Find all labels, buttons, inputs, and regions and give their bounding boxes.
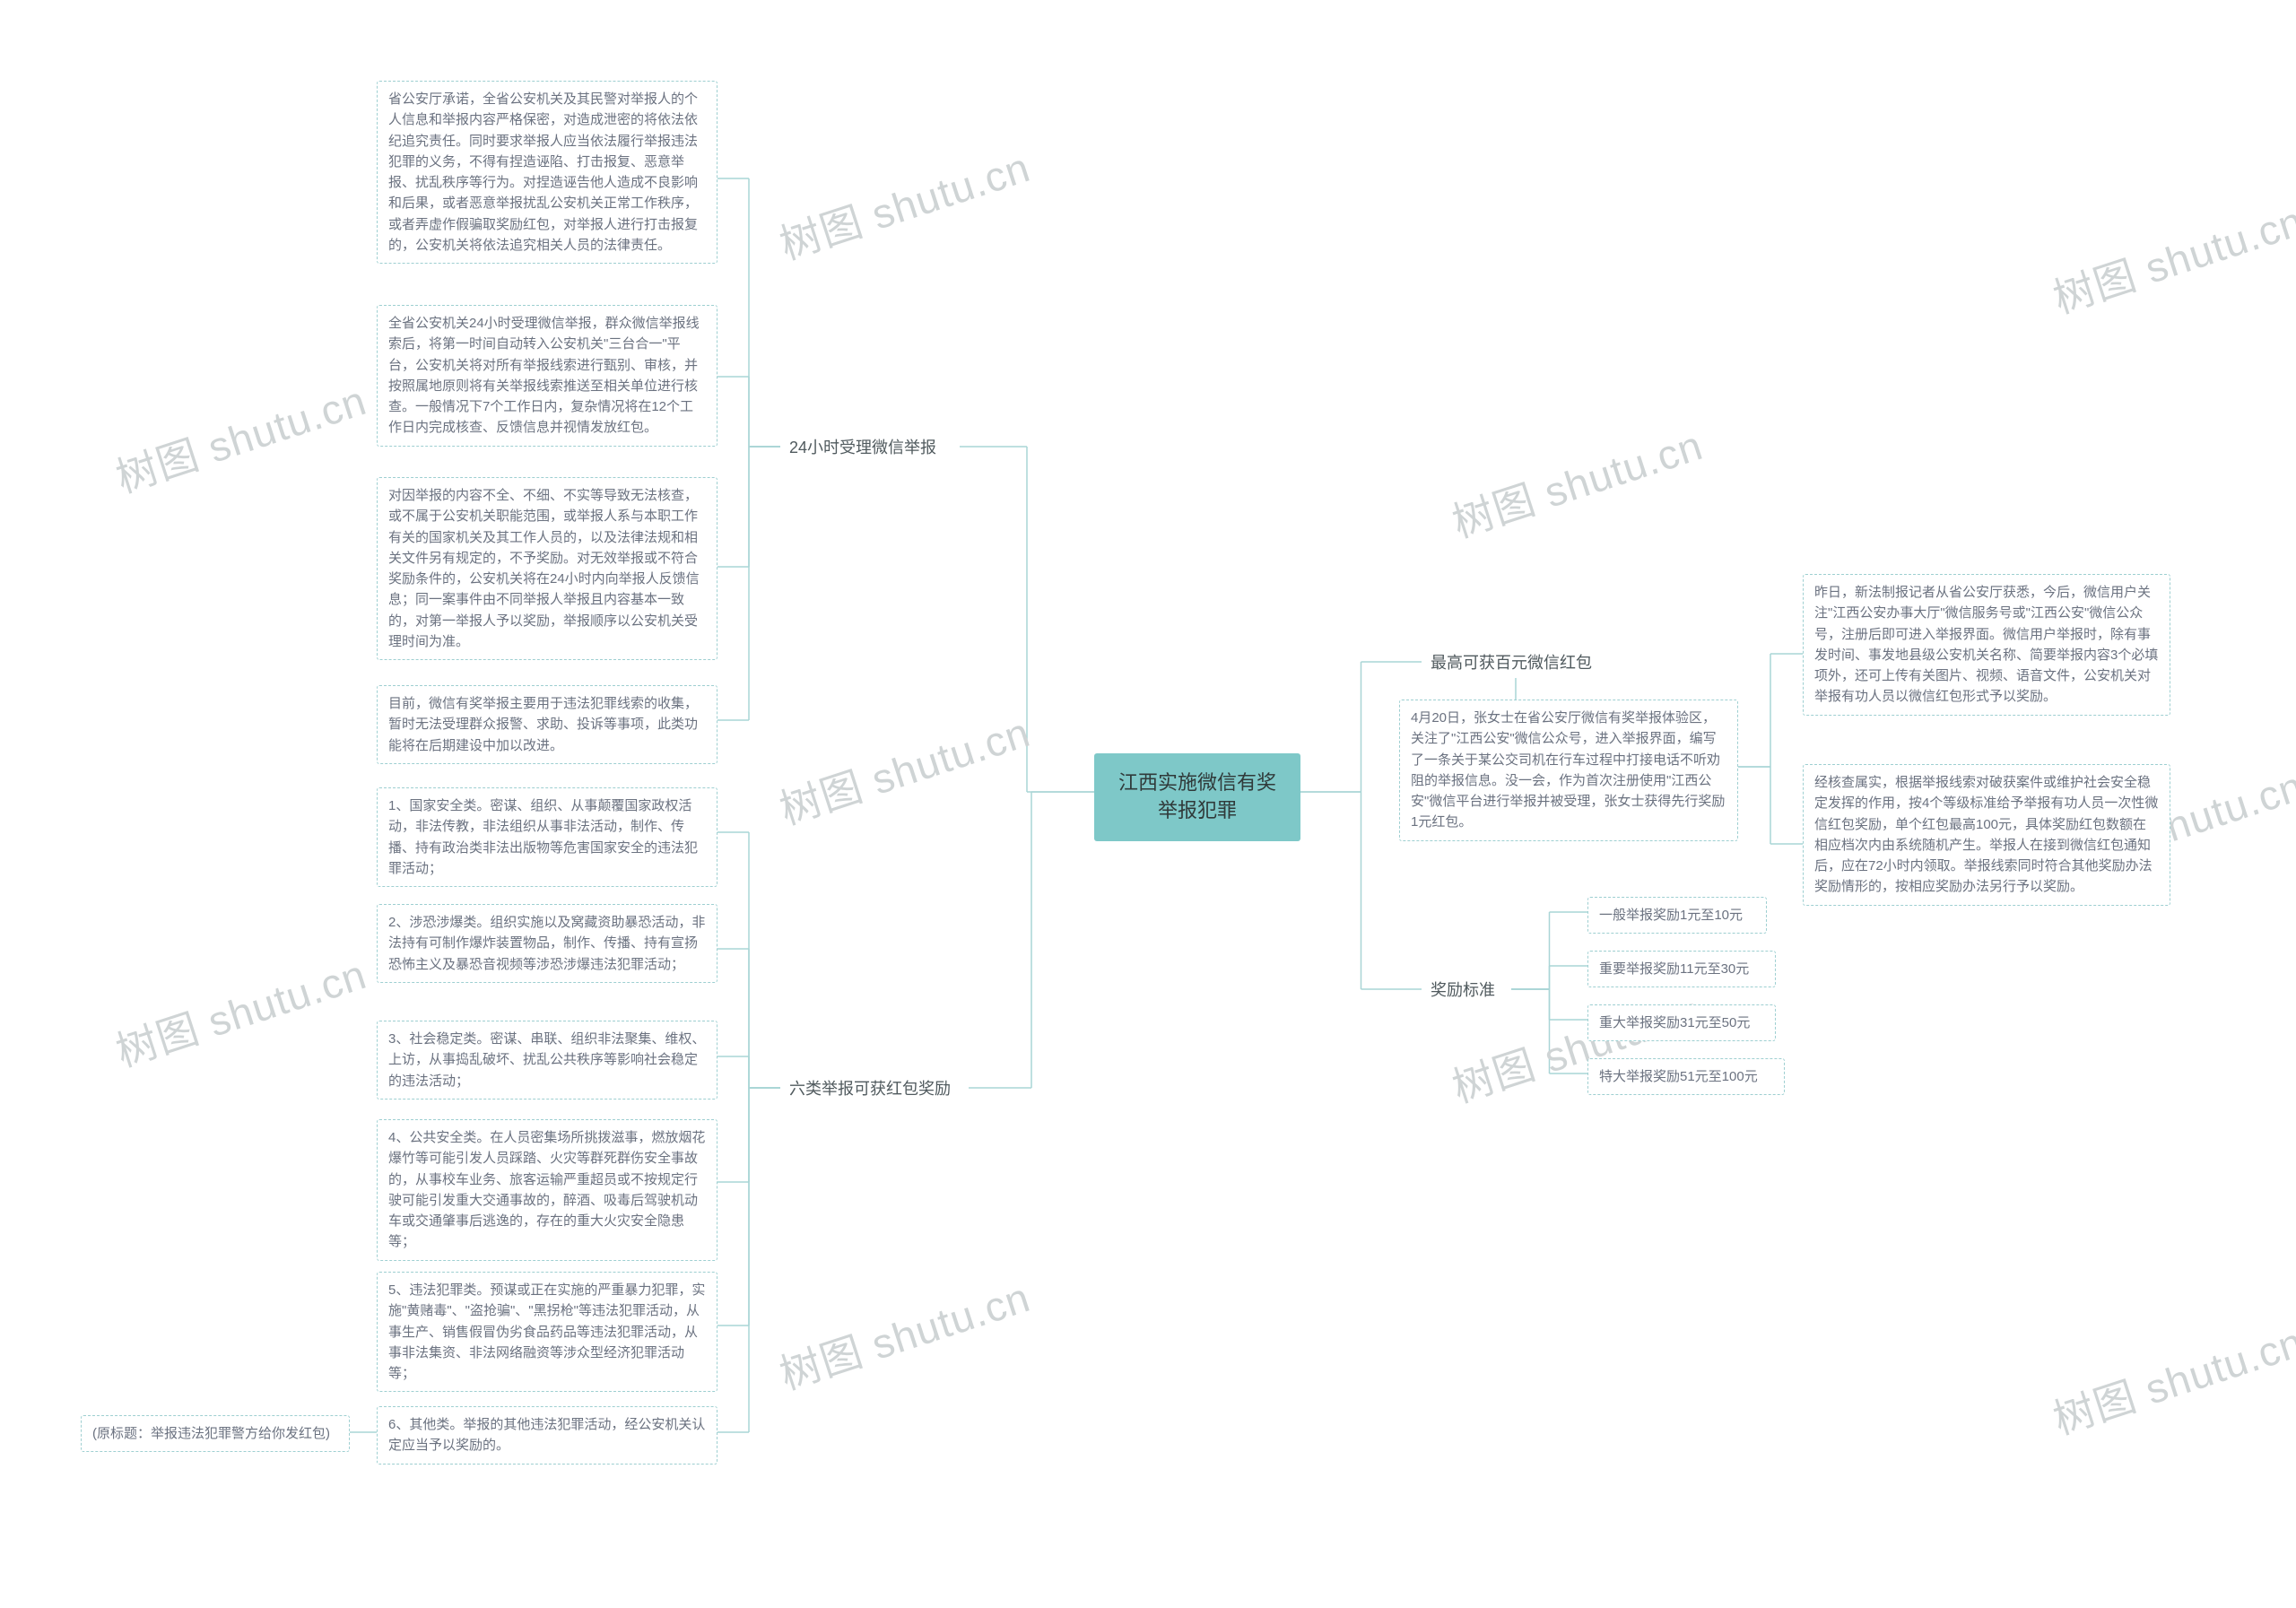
leaf-left-0-1: 全省公安机关24小时受理微信举报，群众微信举报线索后，将第一时间自动转入公安机关… (377, 305, 718, 447)
watermark: 树图 shutu.cn (771, 135, 1037, 271)
leaf-left-0-3: 目前，微信有奖举报主要用于违法犯罪线索的收集，暂时无法受理群众报警、求助、投诉等… (377, 685, 718, 764)
watermark: 树图 shutu.cn (771, 700, 1037, 836)
branch-left-0: 24小时受理微信举报 (780, 430, 960, 466)
watermark: 树图 shutu.cn (2045, 1309, 2296, 1446)
branch-left-1: 六类举报可获红包奖励 (780, 1072, 969, 1108)
watermark: 树图 shutu.cn (771, 1265, 1037, 1401)
center-node: 江西实施微信有奖举报犯罪 (1094, 753, 1300, 841)
branch-right-0: 最高可获百元微信红包 (1422, 646, 1610, 682)
leaf-right-0-0: 昨日，新法制报记者从省公安厅获悉，今后，微信用户关注"江西公安办事大厅"微信服务… (1803, 574, 2170, 716)
watermark: 树图 shutu.cn (2045, 188, 2296, 325)
leaf-right-1-2: 重大举报奖励31元至50元 (1587, 1004, 1776, 1041)
leaf-left-1-1: 2、涉恐涉爆类。组织实施以及窝藏资助暴恐活动，非法持有可制作爆炸装置物品，制作、… (377, 904, 718, 983)
leaf-left-0-0: 省公安厅承诺，全省公安机关及其民警对举报人的个人信息和举报内容严格保密，对造成泄… (377, 81, 718, 264)
branch-right-0-intro: 4月20日，张女士在省公安厅微信有奖举报体验区，关注了"江西公安"微信公众号，进… (1399, 700, 1738, 841)
leaf-right-1-0: 一般举报奖励1元至10元 (1587, 897, 1767, 934)
branch-right-1: 奖励标准 (1422, 973, 1511, 1009)
leaf-left-1-2: 3、社会稳定类。密谋、串联、组织非法聚集、维权、上访，从事捣乱破坏、扰乱公共秩序… (377, 1021, 718, 1100)
leaf-right-1-1: 重要举报奖励11元至30元 (1587, 951, 1776, 987)
leaf-left-1-3: 4、公共安全类。在人员密集场所挑拨滋事，燃放烟花爆竹等可能引发人员踩踏、火灾等群… (377, 1119, 718, 1261)
footnote-left-1: (原标题：举报违法犯罪警方给你发红包) (81, 1415, 350, 1452)
leaf-left-1-4: 5、违法犯罪类。预谋或正在实施的严重暴力犯罪，实施"黄赌毒"、"盗抢骗"、"黑拐… (377, 1272, 718, 1392)
watermark: 树图 shutu.cn (1444, 413, 1709, 549)
watermark: 树图 shutu.cn (108, 368, 373, 504)
leaf-left-0-2: 对因举报的内容不全、不细、不实等导致无法核查，或不属于公安机关职能范围，或举报人… (377, 477, 718, 660)
leaf-left-1-5: 6、其他类。举报的其他违法犯罪活动，经公安机关认定应当予以奖励的。 (377, 1406, 718, 1465)
leaf-right-0-1: 经核查属实，根据举报线索对破获案件或维护社会安全稳定发挥的作用，按4个等级标准给… (1803, 764, 2170, 906)
leaf-right-1-3: 特大举报奖励51元至100元 (1587, 1058, 1785, 1095)
watermark: 树图 shutu.cn (108, 942, 373, 1078)
leaf-left-1-0: 1、国家安全类。密谋、组织、从事颠覆国家政权活动，非法传教，非法组织从事非法活动… (377, 787, 718, 887)
